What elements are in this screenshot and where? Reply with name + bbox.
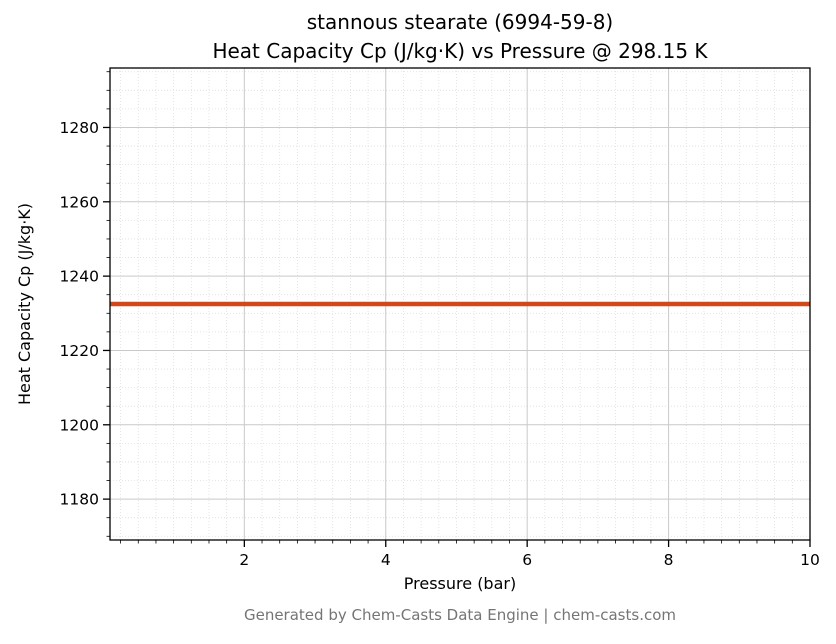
attribution-footer: Generated by Chem-Casts Data Engine | ch…	[243, 606, 677, 624]
y-tick-label: 1180	[60, 491, 99, 509]
y-tick-label: 1240	[60, 268, 99, 286]
chart-title-line2: Heat Capacity Cp (J/kg·K) vs Pressure @ …	[212, 39, 708, 63]
y-tick-label: 1220	[60, 342, 99, 360]
y-tick-label: 1280	[60, 119, 99, 137]
y-tick-label: 1260	[60, 193, 99, 211]
x-axis-label: Pressure (bar)	[404, 574, 516, 593]
y-axis-label: Heat Capacity Cp (J/kg·K)	[15, 203, 34, 405]
chart-title: stannous stearate (6994-59-8) Heat Capac…	[110, 8, 810, 66]
x-tick-label: 2	[239, 551, 249, 569]
plot-frame	[109, 67, 811, 541]
x-tick-label: 8	[664, 551, 674, 569]
chart-title-line1: stannous stearate (6994-59-8)	[306, 10, 614, 34]
x-tick-label: 4	[381, 551, 391, 569]
x-tick-label: 6	[522, 551, 532, 569]
x-tick-label: 10	[800, 551, 820, 569]
grid-layer	[110, 68, 811, 540]
axes-layer: 2 4 6 8 10 1180 1200 1220 1240 1260 1280	[60, 67, 820, 569]
y-tick-label: 1200	[60, 416, 99, 434]
